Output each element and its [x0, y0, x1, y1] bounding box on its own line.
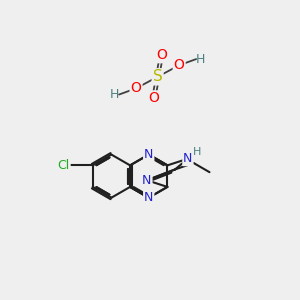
Text: H: H	[193, 148, 201, 158]
Text: O: O	[148, 92, 159, 105]
Text: O: O	[130, 81, 142, 95]
Text: H: H	[110, 88, 119, 101]
Text: N: N	[183, 152, 193, 165]
Text: N: N	[144, 191, 153, 204]
Text: N: N	[142, 174, 152, 187]
Text: N: N	[144, 148, 153, 161]
Text: Cl: Cl	[57, 159, 70, 172]
Text: O: O	[156, 48, 167, 62]
Text: O: O	[174, 58, 184, 72]
Text: S: S	[153, 69, 163, 84]
Text: H: H	[196, 52, 206, 66]
